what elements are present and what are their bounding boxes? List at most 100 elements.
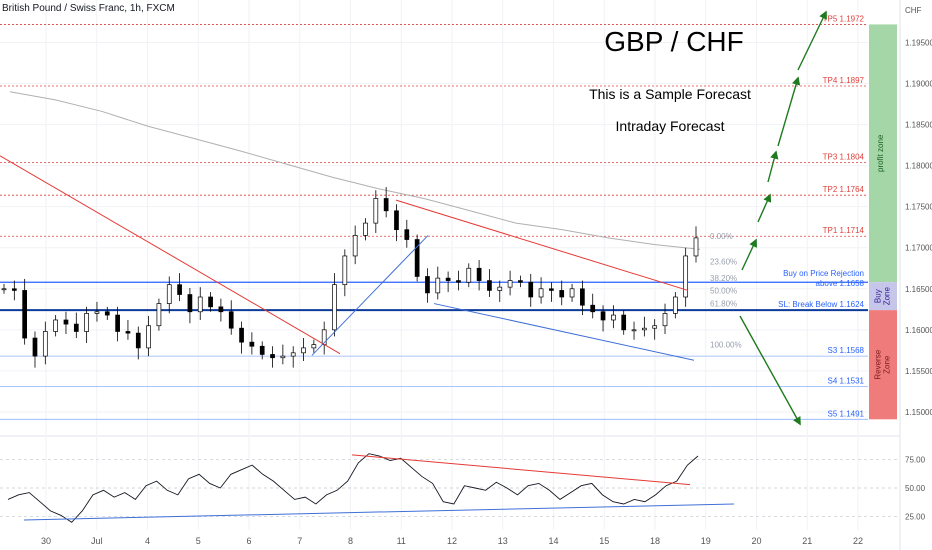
zone-label: BuyZone (874, 287, 892, 306)
time-tick-label: 4 (145, 536, 150, 546)
fib-label: 38.20% (710, 274, 737, 283)
price-tick-label: 1.17000 (905, 244, 932, 253)
candle (559, 280, 565, 306)
symbol-header: British Pound / Swiss Franc, 1h, FXCM (2, 3, 175, 14)
candle-body (125, 331, 131, 334)
rsi-support-trendline (23, 503, 735, 521)
candle-body (435, 277, 441, 294)
candle (342, 249, 348, 297)
candle-body (559, 290, 565, 298)
candle (63, 311, 69, 334)
candle (683, 247, 689, 307)
candle-body (590, 304, 596, 313)
candle-body (166, 284, 172, 304)
forecast-arrow (741, 238, 757, 271)
time-tick-label: 5 (196, 536, 201, 546)
candle-body (218, 306, 224, 313)
time-tick-label: 8 (348, 536, 353, 546)
candle (466, 263, 472, 288)
candle-body (177, 284, 182, 295)
candle (600, 305, 606, 332)
price-level-label: S4 1.1531 (828, 376, 865, 385)
candle (373, 190, 379, 233)
time-tick-label: 22 (853, 536, 863, 546)
candle (425, 268, 430, 303)
candle (301, 338, 306, 362)
candle (84, 306, 89, 343)
candle-body (476, 267, 482, 281)
zone-box (869, 24, 897, 283)
candle-body (32, 337, 38, 357)
candle (435, 266, 441, 300)
price-tick-label: 1.19000 (905, 80, 932, 89)
candle (218, 298, 224, 322)
candle (652, 319, 658, 340)
candle-body (11, 288, 17, 291)
candle-body (497, 286, 503, 291)
candle-body (425, 276, 430, 294)
price-tick-label: 1.18000 (905, 162, 932, 171)
candle (135, 326, 141, 360)
candle-body (94, 311, 100, 314)
candle-body (197, 296, 203, 313)
candle-body (104, 311, 110, 316)
candle (166, 276, 172, 314)
forecast-arrow (757, 193, 772, 223)
rsi-line (7, 453, 699, 523)
candle (642, 316, 647, 337)
currency-label: CHF (905, 6, 922, 15)
time-tick-label: 19 (701, 536, 711, 546)
candle-body (373, 198, 379, 224)
candle-body (456, 280, 461, 283)
price-tick-label: 1.15500 (905, 367, 932, 376)
candle-body (42, 331, 48, 357)
price-level-label: Buy on Price Rejection (783, 269, 864, 278)
candle-body (332, 284, 337, 331)
forecast-subtitle: This is a Sample Forecast (589, 86, 751, 102)
candle-body (239, 327, 244, 343)
candle (290, 346, 296, 368)
candle (549, 282, 554, 302)
candle (22, 278, 28, 345)
candle (404, 219, 410, 248)
candle-body (84, 313, 89, 332)
candle-body (228, 311, 234, 329)
candle-body (600, 311, 606, 321)
candle-body (280, 355, 286, 359)
fib-label: 0.00% (710, 232, 733, 241)
candle (270, 346, 275, 368)
candle (239, 321, 244, 354)
forecast-title: GBP / CHF (604, 26, 744, 57)
price-level-label: S3 1.1568 (828, 346, 865, 355)
price-level-label: TP5 1.1972 (823, 14, 865, 23)
candle (414, 234, 420, 282)
candle (383, 186, 389, 218)
support-trendline (311, 235, 429, 356)
candle (53, 315, 58, 337)
zone-label: profit zone (876, 134, 885, 172)
price-level-label: above 1.1658 (816, 279, 865, 288)
candle-body (528, 281, 534, 298)
time-tick-label: 13 (498, 536, 508, 546)
candle (363, 218, 368, 241)
candle (538, 277, 544, 304)
resistance-trendline (0, 155, 341, 355)
forecast-type: Intraday Forecast (615, 118, 725, 134)
candle-body (146, 325, 151, 349)
time-tick-label: 11 (397, 536, 406, 546)
candle-body (569, 288, 575, 298)
candle (487, 269, 492, 297)
candle (569, 283, 575, 302)
candle (42, 321, 48, 365)
candle (445, 271, 451, 293)
candle-body (135, 332, 141, 349)
candle-body (270, 354, 275, 359)
candle (662, 303, 668, 334)
time-tick-label: 18 (650, 536, 660, 546)
candle (672, 292, 678, 319)
candle-body (187, 294, 193, 313)
candle-body (487, 280, 492, 291)
candle-body (73, 323, 79, 332)
candle-body (611, 314, 616, 321)
